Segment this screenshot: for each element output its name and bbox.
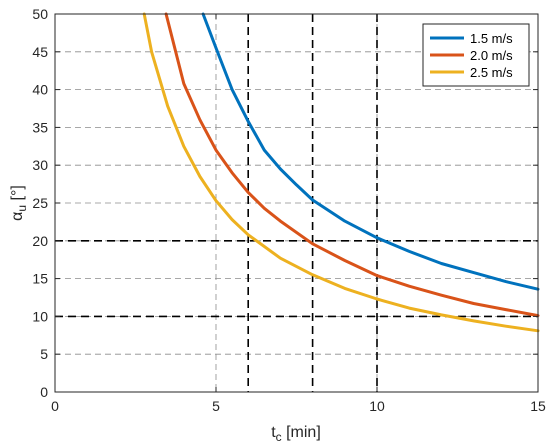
y-tick-label: 25 xyxy=(32,195,48,211)
ticks: 0 5 10 15 0 5 10 15 20 25 30 35 40 45 50 xyxy=(32,6,546,414)
series-line-2 xyxy=(164,12,540,318)
x-tick-label: 15 xyxy=(530,398,546,414)
y-tick-label: 10 xyxy=(32,308,48,324)
y-tick-label: 50 xyxy=(32,6,48,22)
legend-label-1: 1.5 m/s xyxy=(470,31,513,46)
y-tick-label: 35 xyxy=(32,119,48,135)
legend-label-2: 2.0 m/s xyxy=(470,48,513,63)
y-tick-label: 45 xyxy=(32,44,48,60)
series-line-1 xyxy=(201,12,540,291)
reference-lines xyxy=(55,14,538,392)
y-tick-label: 20 xyxy=(32,233,48,249)
series-lines xyxy=(142,12,540,333)
y-tick-label: 15 xyxy=(32,271,48,287)
y-tick-label: 0 xyxy=(40,384,48,400)
legend-label-3: 2.5 m/s xyxy=(470,65,513,80)
series-line-3 xyxy=(142,12,540,333)
y-tick-label: 5 xyxy=(40,346,48,362)
y-tick-label: 30 xyxy=(32,157,48,173)
x-axis-label: tc [min] xyxy=(271,424,321,444)
legend: 1.5 m/s 2.0 m/s 2.5 m/s xyxy=(422,23,530,87)
y-tick-label: 40 xyxy=(32,82,48,98)
y-axis-label: αu [°] xyxy=(9,185,29,221)
x-tick-label: 5 xyxy=(212,398,220,414)
x-tick-label: 0 xyxy=(51,398,59,414)
x-tick-label: 10 xyxy=(369,398,385,414)
